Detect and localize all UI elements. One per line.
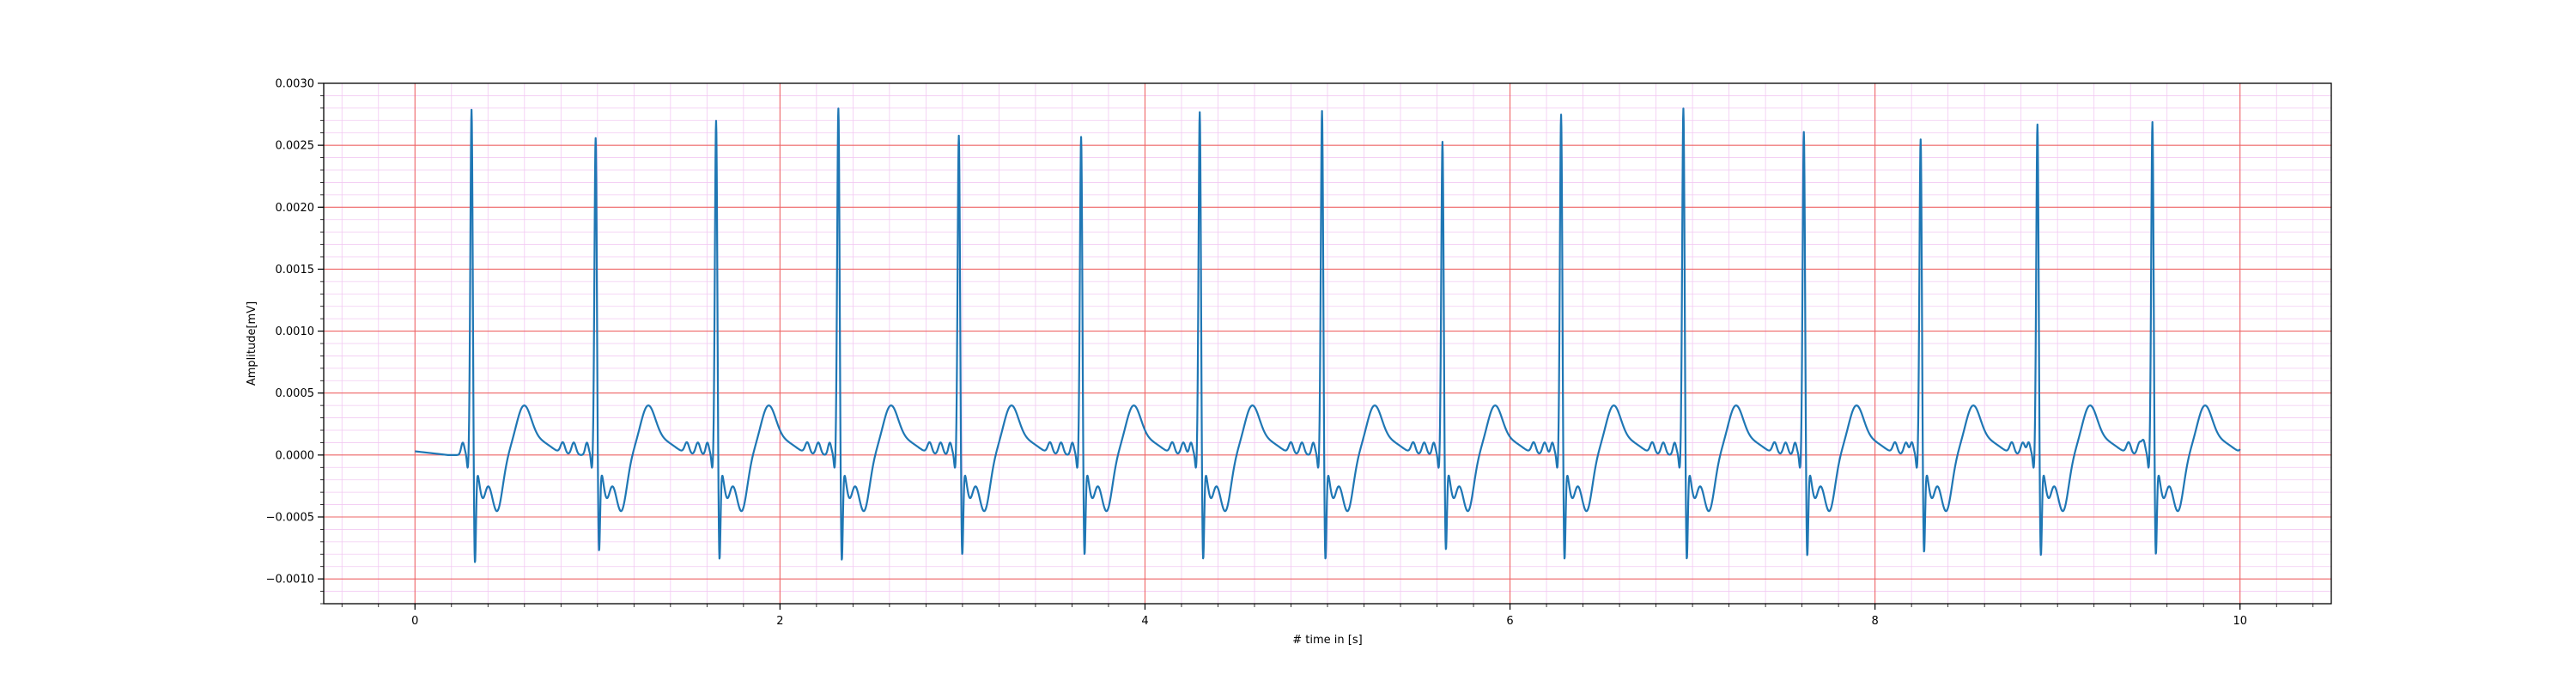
minor-grid	[324, 82, 2331, 605]
ecg-series-line	[414, 107, 2241, 563]
y-tick-label: 0.0020	[276, 202, 315, 215]
y-axis-label: Amplitude[mV]	[246, 301, 258, 386]
y-tick-label: 0.0010	[276, 325, 315, 338]
x-tick-label: 6	[1506, 615, 1513, 628]
y-tick-label: 0.0030	[276, 78, 315, 91]
x-tick-label: 8	[1871, 615, 1878, 628]
y-tick-label: 0.0000	[276, 449, 315, 462]
x-axis: 0 2 4 6 8 10	[341, 604, 2314, 628]
y-axis: −0.0010 −0.0005 0.0000 0.0005 0.0010 0.0015 0.…	[266, 78, 324, 605]
x-axis-label: # time in [s]	[1292, 634, 1362, 647]
x-tick-label: 0	[411, 615, 418, 628]
x-tick-label: 4	[1141, 615, 1148, 628]
y-tick-label: 0.0005	[276, 387, 315, 400]
x-tick-label: 10	[2233, 615, 2247, 628]
y-tick-label: 0.0025	[276, 140, 315, 153]
y-tick-label: −0.0005	[266, 512, 314, 525]
y-tick-label: 0.0015	[276, 264, 315, 277]
x-tick-label: 2	[776, 615, 783, 628]
y-tick-label: −0.0010	[266, 574, 314, 587]
